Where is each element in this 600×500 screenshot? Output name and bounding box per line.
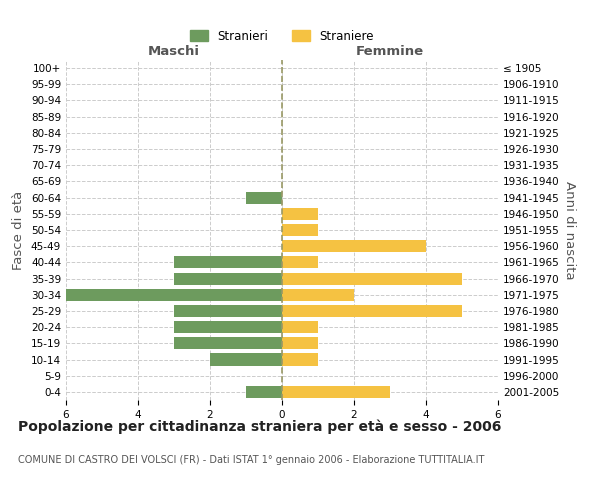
Bar <box>282 288 354 301</box>
Bar <box>174 305 282 317</box>
Bar <box>282 272 462 284</box>
Bar <box>246 192 282 203</box>
Bar <box>282 386 390 398</box>
Y-axis label: Fasce di età: Fasce di età <box>13 190 25 270</box>
Bar <box>282 224 318 236</box>
Text: Maschi: Maschi <box>148 46 200 59</box>
Bar <box>282 338 318 349</box>
Bar <box>282 321 318 333</box>
Bar <box>282 256 318 268</box>
Bar <box>210 354 282 366</box>
Bar <box>174 272 282 284</box>
Y-axis label: Anni di nascita: Anni di nascita <box>563 180 576 280</box>
Bar <box>282 354 318 366</box>
Bar <box>282 305 462 317</box>
Text: COMUNE DI CASTRO DEI VOLSCI (FR) - Dati ISTAT 1° gennaio 2006 - Elaborazione TUT: COMUNE DI CASTRO DEI VOLSCI (FR) - Dati … <box>18 455 484 465</box>
Bar <box>174 256 282 268</box>
Bar <box>246 386 282 398</box>
Text: Femmine: Femmine <box>356 46 424 59</box>
Text: Popolazione per cittadinanza straniera per età e sesso - 2006: Popolazione per cittadinanza straniera p… <box>18 420 502 434</box>
Legend: Stranieri, Straniere: Stranieri, Straniere <box>185 25 379 48</box>
Bar <box>174 321 282 333</box>
Bar <box>282 240 426 252</box>
Bar <box>174 338 282 349</box>
Bar <box>282 208 318 220</box>
Bar <box>66 288 282 301</box>
